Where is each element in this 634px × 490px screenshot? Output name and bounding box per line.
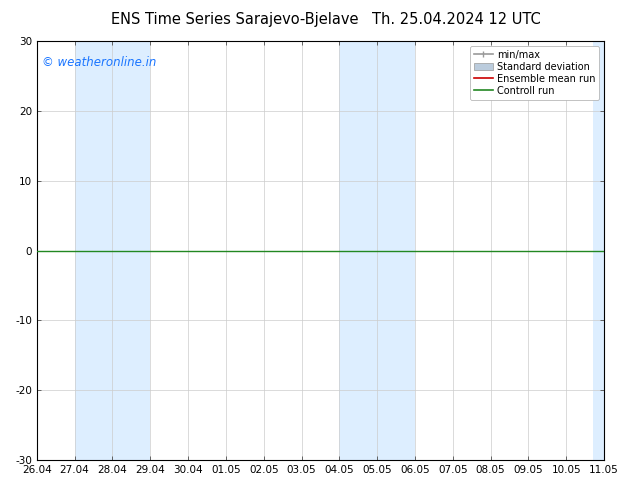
Bar (593, 41, 604, 460)
Bar (75, 41, 150, 460)
Text: Th. 25.04.2024 12 UTC: Th. 25.04.2024 12 UTC (372, 12, 541, 27)
Bar (339, 41, 415, 460)
Text: © weatheronline.in: © weatheronline.in (42, 56, 157, 69)
Legend: min/max, Standard deviation, Ensemble mean run, Controll run: min/max, Standard deviation, Ensemble me… (470, 46, 599, 99)
Text: ENS Time Series Sarajevo-Bjelave: ENS Time Series Sarajevo-Bjelave (111, 12, 358, 27)
